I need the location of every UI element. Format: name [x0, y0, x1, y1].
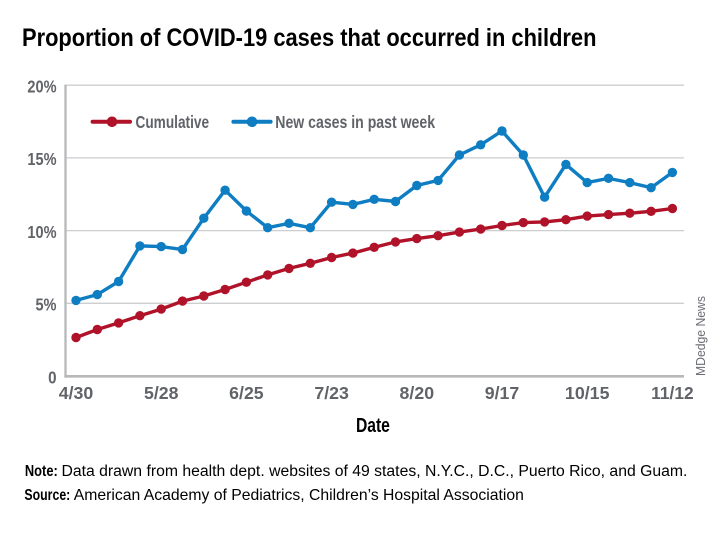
svg-text:Proportion of COVID-19 cases t: Proportion of COVID-19 cases that occurr… — [22, 24, 596, 52]
svg-text:11/12: 11/12 — [651, 383, 694, 403]
svg-text:Date: Date — [356, 414, 390, 436]
svg-text:0: 0 — [48, 367, 56, 388]
svg-text:15%: 15% — [27, 150, 57, 170]
svg-text:20%: 20% — [27, 77, 57, 97]
svg-text:8/20: 8/20 — [400, 383, 435, 403]
svg-text:MDedge News: MDedge News — [694, 296, 708, 376]
svg-text:Cumulative: Cumulative — [136, 114, 210, 133]
svg-text:Note:: Note: — [25, 463, 58, 480]
svg-text:Data drawn from health dept. w: Data drawn from health dept. websites of… — [62, 463, 688, 480]
svg-text:10%: 10% — [27, 222, 57, 242]
svg-text:5/28: 5/28 — [144, 383, 179, 403]
svg-text:5%: 5% — [35, 295, 56, 315]
svg-text:7/23: 7/23 — [314, 383, 349, 403]
svg-text:Source:: Source: — [24, 486, 70, 504]
svg-text:6/25: 6/25 — [229, 383, 264, 403]
svg-text:9/17: 9/17 — [485, 383, 520, 403]
svg-text:4/30: 4/30 — [59, 383, 94, 403]
svg-text:New cases in past week: New cases in past week — [275, 113, 435, 133]
svg-text:10/15: 10/15 — [565, 383, 610, 403]
svg-text:American Academy of Pediatrics: American Academy of Pediatrics, Children… — [74, 487, 524, 504]
